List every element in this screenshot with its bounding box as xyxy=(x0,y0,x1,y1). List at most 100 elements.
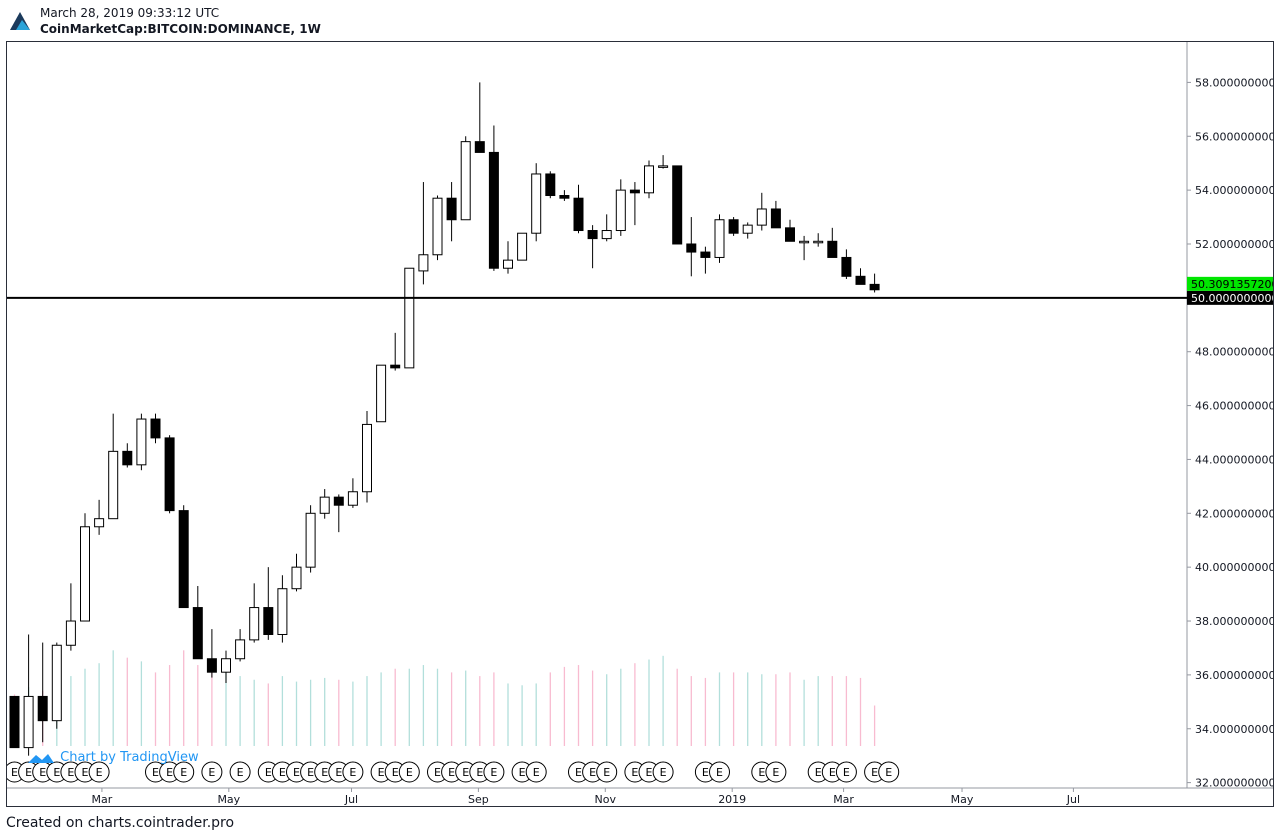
candle[interactable] xyxy=(404,267,415,369)
earnings-marker[interactable]: E xyxy=(173,761,195,783)
earnings-marker[interactable]: E xyxy=(483,761,505,783)
candle[interactable] xyxy=(362,410,372,503)
candle[interactable] xyxy=(37,642,48,743)
chart-header: March 28, 2019 09:33:12 UTC CoinMarketCa… xyxy=(0,0,1280,40)
candle[interactable] xyxy=(164,435,175,514)
candle[interactable] xyxy=(446,182,457,242)
candle[interactable] xyxy=(9,695,20,749)
candle[interactable] xyxy=(305,505,316,573)
candle[interactable] xyxy=(108,413,119,520)
candle[interactable] xyxy=(206,629,217,678)
candle[interactable] xyxy=(700,246,711,274)
candle-body xyxy=(446,197,457,221)
candle[interactable] xyxy=(841,249,852,279)
candle-body xyxy=(277,588,288,635)
candle-body xyxy=(615,189,626,232)
candle[interactable] xyxy=(65,583,76,651)
earnings-marker[interactable]: E xyxy=(596,761,618,783)
last-price-tag: 50.3091357200 xyxy=(1191,278,1273,291)
candle[interactable] xyxy=(629,182,640,226)
candle[interactable] xyxy=(587,225,598,269)
earnings-marker-label: E xyxy=(476,766,483,779)
candle[interactable] xyxy=(23,634,34,756)
candle[interactable] xyxy=(517,232,528,261)
earnings-marker-label: E xyxy=(631,766,638,779)
earnings-marker[interactable]: E xyxy=(229,761,251,783)
candle[interactable] xyxy=(291,553,302,592)
candle[interactable] xyxy=(770,200,781,229)
candle[interactable] xyxy=(686,217,697,277)
earnings-marker[interactable]: E xyxy=(835,761,857,783)
earnings-marker[interactable]: E xyxy=(525,761,547,783)
candle[interactable] xyxy=(263,567,274,640)
candle[interactable] xyxy=(672,165,683,245)
candle[interactable] xyxy=(573,184,584,234)
candle[interactable] xyxy=(80,513,90,622)
candle[interactable] xyxy=(150,413,161,444)
candle-body xyxy=(80,526,90,622)
candle[interactable] xyxy=(503,241,513,274)
candle[interactable] xyxy=(122,443,133,468)
candle[interactable] xyxy=(658,155,669,169)
candle[interactable] xyxy=(192,586,203,660)
candle-body xyxy=(686,243,697,253)
earnings-marker[interactable]: E xyxy=(201,761,223,783)
earnings-marker[interactable]: E xyxy=(342,761,364,783)
y-tick-label: 36.0000000000 xyxy=(1195,669,1273,682)
candle[interactable] xyxy=(644,160,654,199)
earnings-marker[interactable]: E xyxy=(709,761,730,783)
candle[interactable] xyxy=(827,227,838,258)
earnings-marker-label: E xyxy=(660,766,667,779)
candle[interactable] xyxy=(178,505,189,609)
candle[interactable] xyxy=(319,489,330,519)
earnings-marker-label: E xyxy=(815,766,822,779)
earnings-marker[interactable]: E xyxy=(398,761,420,783)
y-tick-label: 58.0000000000 xyxy=(1195,76,1273,89)
candle[interactable] xyxy=(418,182,429,285)
candle[interactable] xyxy=(714,214,725,263)
candle[interactable] xyxy=(756,192,767,231)
candle[interactable] xyxy=(813,233,824,247)
candle[interactable] xyxy=(94,499,105,535)
candle[interactable] xyxy=(432,195,443,261)
candle[interactable] xyxy=(742,222,753,239)
candle[interactable] xyxy=(235,629,246,662)
candle[interactable] xyxy=(799,235,810,261)
candle[interactable] xyxy=(615,179,626,236)
earnings-marker[interactable]: E xyxy=(765,761,787,783)
earnings-marker-label: E xyxy=(772,766,779,779)
candle[interactable] xyxy=(390,332,401,371)
candle[interactable] xyxy=(221,650,231,683)
candle[interactable] xyxy=(333,494,344,533)
candle[interactable] xyxy=(869,273,880,293)
candle-body xyxy=(714,219,725,258)
candle[interactable] xyxy=(376,364,387,423)
candle[interactable] xyxy=(474,82,485,153)
candle[interactable] xyxy=(531,163,542,242)
candle[interactable] xyxy=(785,219,795,242)
candle[interactable] xyxy=(728,217,739,236)
volume-layer xyxy=(13,650,876,746)
candle[interactable] xyxy=(136,413,147,471)
candle[interactable] xyxy=(277,575,288,643)
candle[interactable] xyxy=(559,190,570,201)
candle[interactable] xyxy=(51,642,62,729)
candle[interactable] xyxy=(545,171,556,199)
tradingview-watermark: Chart by TradingView xyxy=(26,750,199,765)
earnings-marker[interactable]: E xyxy=(878,761,900,783)
earnings-marker[interactable]: E xyxy=(652,761,674,783)
candle[interactable] xyxy=(601,214,612,242)
candlestick-chart[interactable]: 58.0000000000 56.0000000000 54.0000000000 5… xyxy=(7,42,1273,806)
candle[interactable] xyxy=(855,268,866,285)
y-tick-label: 52.0000000000 xyxy=(1195,238,1273,251)
candle[interactable] xyxy=(347,478,358,508)
earnings-marker-label: E xyxy=(392,766,399,779)
candle[interactable] xyxy=(249,583,260,643)
candle[interactable] xyxy=(460,136,471,221)
y-tick-label: 34.0000000000 xyxy=(1195,723,1273,736)
candle-body xyxy=(841,256,852,277)
chart-frame[interactable]: 58.0000000000 56.0000000000 54.0000000000 5… xyxy=(6,41,1274,807)
candle[interactable] xyxy=(488,125,499,271)
candle-body xyxy=(672,165,683,245)
earnings-marker[interactable]: E xyxy=(88,761,110,783)
